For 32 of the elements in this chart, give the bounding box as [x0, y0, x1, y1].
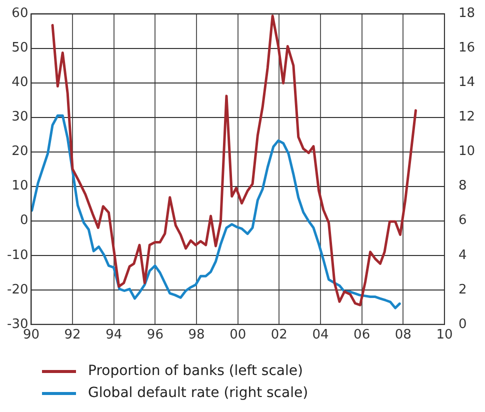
y2-tick-label: 4 — [458, 248, 467, 263]
y2-tick-label: 16 — [458, 40, 476, 56]
y2-tick-label: 0 — [458, 316, 467, 332]
y2-tick-label: 18 — [458, 6, 476, 22]
y2-tick-label: 2 — [458, 282, 467, 298]
y-tick-label: 20 — [12, 144, 28, 160]
y-tick-label: 40 — [12, 75, 28, 90]
x-tick-label: 02 — [270, 328, 288, 343]
y-tick-label: 0 — [20, 213, 28, 228]
x-tick-label: 94 — [106, 328, 122, 343]
y-tick-label: 60 — [12, 6, 28, 22]
y2-tick-label: 10 — [458, 144, 476, 160]
y2-tick-label: 14 — [458, 75, 476, 90]
y2-tick-label: 6 — [458, 213, 467, 228]
x-tick-label: 06 — [354, 328, 370, 343]
y2-tick-label: 8 — [458, 178, 467, 194]
y-tick-label: 10 — [12, 178, 28, 194]
legend-label: Proportion of banks (left scale) — [88, 363, 303, 379]
x-tick-label: 00 — [230, 328, 246, 343]
y2-tick-label: 12 — [458, 110, 476, 125]
x-tick-label: 08 — [394, 328, 412, 343]
y-tick-label: -10 — [7, 248, 28, 263]
x-tick-label: 90 — [22, 328, 40, 343]
legend-label: Global default rate (right scale) — [88, 385, 308, 401]
x-tick-label: 10 — [436, 328, 453, 343]
y-tick-label: 30 — [12, 110, 28, 125]
x-tick-label: 96 — [146, 328, 164, 343]
x-tick-label: 92 — [64, 328, 81, 343]
x-tick-label: 04 — [312, 328, 329, 343]
y-tick-label: -20 — [7, 282, 28, 298]
x-tick-label: 98 — [188, 328, 205, 343]
y-tick-label: 50 — [12, 40, 28, 56]
